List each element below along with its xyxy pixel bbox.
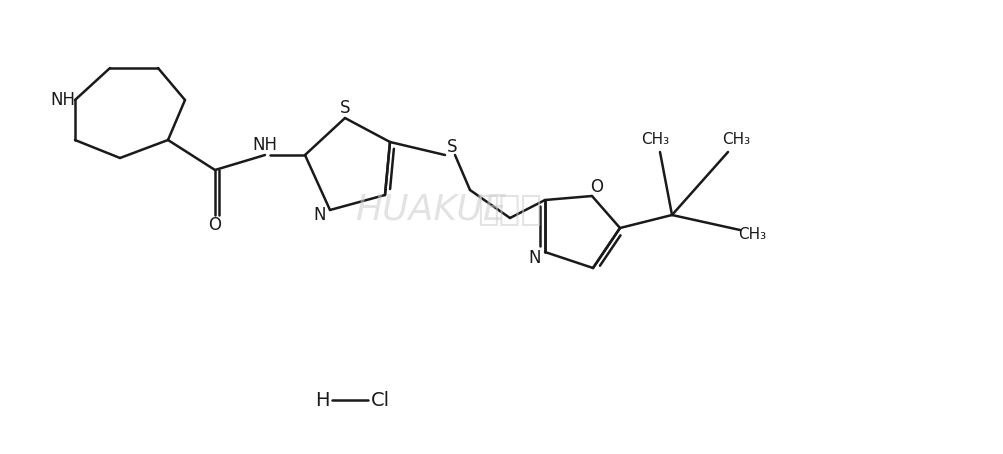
- Text: HUAKUE: HUAKUE: [354, 193, 505, 227]
- Text: 化学加: 化学加: [477, 193, 542, 227]
- Text: S: S: [446, 138, 456, 156]
- Text: CH₃: CH₃: [721, 133, 749, 148]
- Text: O: O: [209, 216, 222, 234]
- Text: N: N: [313, 206, 326, 224]
- Text: O: O: [590, 178, 603, 196]
- Text: S: S: [339, 99, 350, 117]
- Text: NH: NH: [50, 91, 75, 109]
- Text: NH: NH: [252, 136, 277, 154]
- Text: H: H: [314, 390, 329, 410]
- Text: CH₃: CH₃: [640, 133, 668, 148]
- Text: N: N: [529, 249, 541, 267]
- Text: Cl: Cl: [370, 390, 389, 410]
- Text: CH₃: CH₃: [737, 227, 765, 242]
